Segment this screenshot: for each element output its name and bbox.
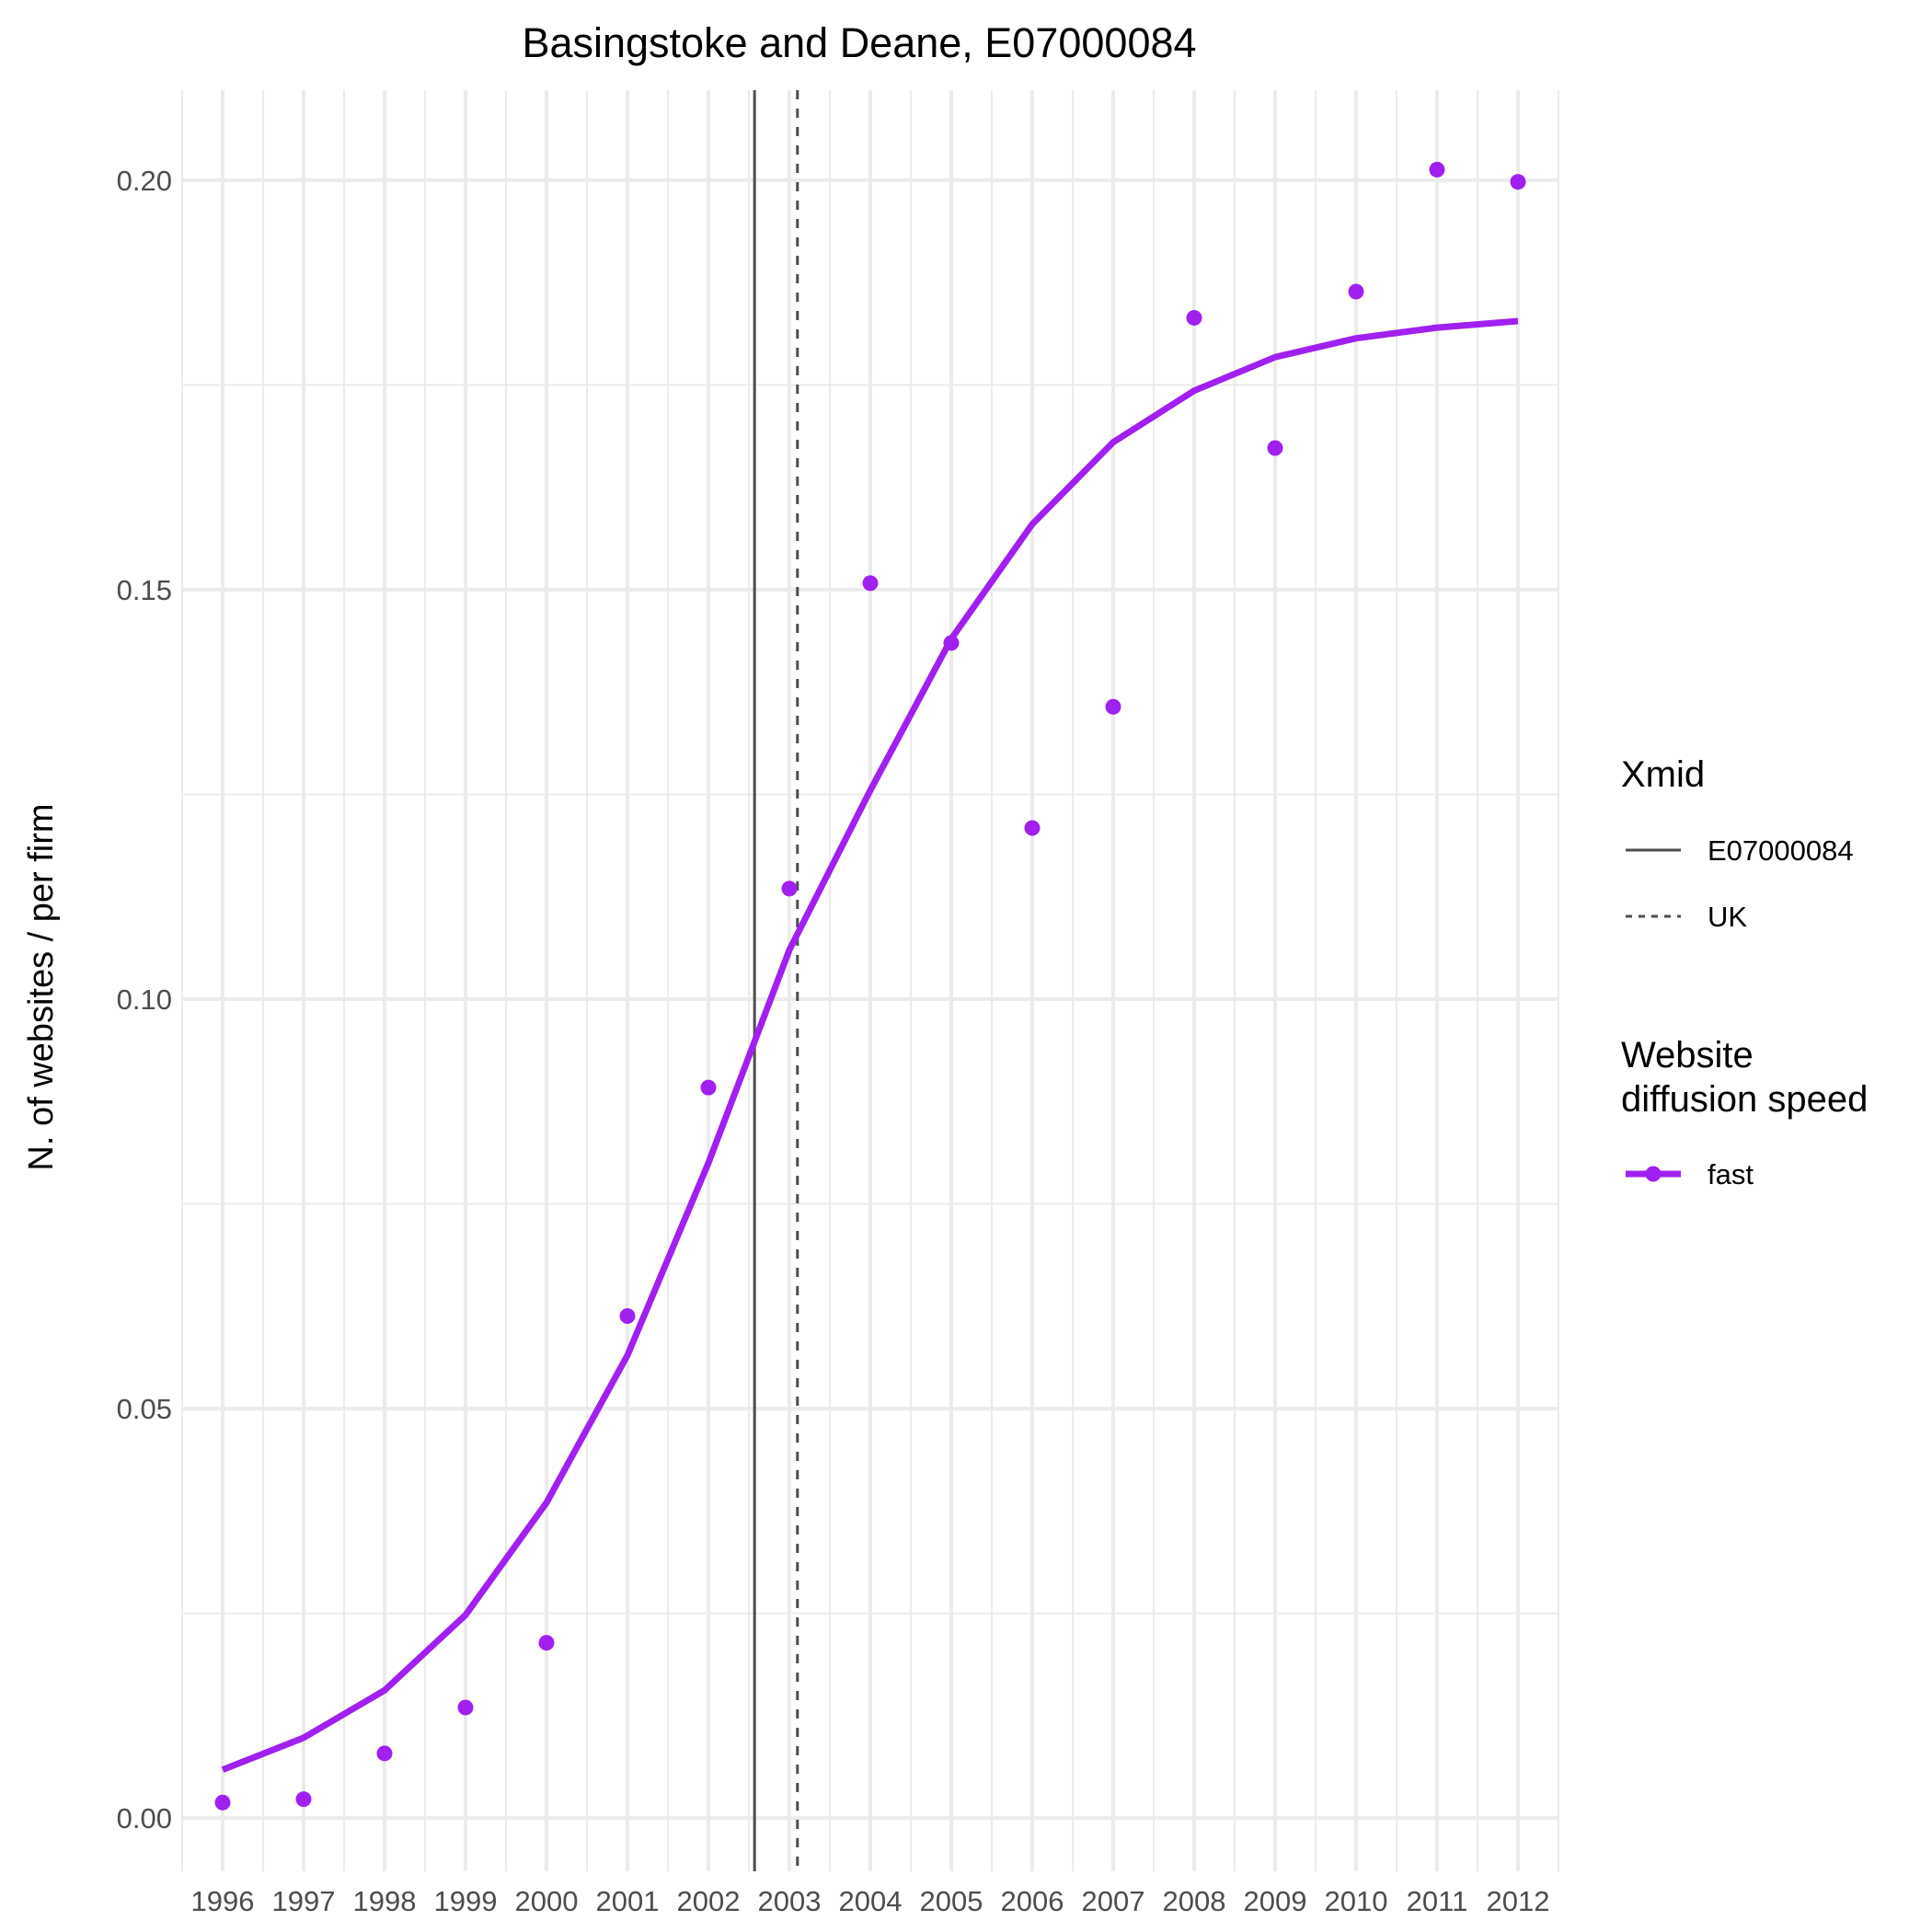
x-tick-label: 2001 bbox=[596, 1885, 660, 1917]
reference-lines bbox=[753, 90, 799, 1871]
y-axis-title: N. of websites / per firm bbox=[22, 803, 61, 1170]
data-point bbox=[1024, 820, 1041, 836]
y-tick-labels: 0.00 0.05 0.10 0.15 0.20 bbox=[117, 165, 172, 1834]
x-tick-label: 1996 bbox=[191, 1885, 255, 1917]
x-tick-label: 1997 bbox=[272, 1885, 336, 1917]
legend-title-line: Website bbox=[1621, 1035, 1754, 1075]
data-point bbox=[700, 1079, 717, 1096]
legend-key-point-fast bbox=[1645, 1166, 1662, 1182]
data-point bbox=[538, 1635, 555, 1651]
chart-title: Basingstoke and Deane, E07000084 bbox=[522, 19, 1196, 66]
series-layer bbox=[214, 161, 1526, 1811]
legend: Xmid E07000084 UK Website diffusion speed fas… bbox=[1621, 754, 1868, 1190]
data-point bbox=[376, 1745, 393, 1762]
data-point bbox=[1267, 440, 1283, 456]
data-point bbox=[619, 1308, 636, 1325]
x-tick-label: 1999 bbox=[434, 1885, 498, 1917]
data-point bbox=[943, 635, 960, 651]
y-tick-label: 0.05 bbox=[117, 1393, 172, 1425]
grid-major bbox=[182, 90, 1558, 1871]
y-tick-label: 0.00 bbox=[117, 1802, 172, 1834]
x-tick-label: 2012 bbox=[1487, 1885, 1550, 1917]
x-tick-label: 2011 bbox=[1407, 1885, 1468, 1917]
legend-label-fast: fast bbox=[1708, 1158, 1754, 1190]
data-point bbox=[295, 1791, 312, 1808]
y-tick-label: 0.10 bbox=[117, 983, 172, 1016]
x-tick-labels: 1996 1997 1998 1999 2000 2001 2002 2003 2004 2005… bbox=[191, 1885, 1550, 1917]
legend-label-e07000084: E07000084 bbox=[1708, 834, 1854, 867]
x-tick-label: 2007 bbox=[1082, 1885, 1145, 1917]
legend-title-line: diffusion speed bbox=[1621, 1079, 1868, 1120]
y-tick-label: 0.20 bbox=[117, 165, 172, 197]
legend-label-uk: UK bbox=[1708, 901, 1747, 933]
x-tick-label: 2005 bbox=[920, 1885, 983, 1917]
x-tick-label: 2004 bbox=[839, 1885, 903, 1917]
data-point bbox=[781, 880, 798, 897]
x-tick-label: 2003 bbox=[758, 1885, 822, 1917]
x-tick-label: 1998 bbox=[353, 1885, 417, 1917]
data-point bbox=[457, 1699, 474, 1716]
legend-title-xmid: Xmid bbox=[1621, 754, 1705, 795]
data-point bbox=[862, 575, 879, 592]
x-tick-label: 2002 bbox=[677, 1885, 741, 1917]
x-tick-label: 2008 bbox=[1163, 1885, 1226, 1917]
data-point bbox=[1186, 309, 1202, 326]
data-point bbox=[1348, 283, 1364, 300]
fitted-line-fast bbox=[221, 317, 1519, 1773]
x-tick-label: 2006 bbox=[1001, 1885, 1064, 1917]
data-point bbox=[1105, 698, 1121, 715]
x-tick-label: 2009 bbox=[1244, 1885, 1307, 1917]
x-tick-label: 2010 bbox=[1325, 1885, 1388, 1917]
data-point bbox=[214, 1794, 231, 1811]
x-tick-label: 2000 bbox=[515, 1885, 579, 1917]
data-point bbox=[1510, 174, 1526, 190]
grid-minor bbox=[181, 90, 1559, 1871]
data-point bbox=[1429, 161, 1445, 178]
y-tick-label: 0.15 bbox=[117, 574, 172, 606]
legend-title-speed: Website diffusion speed bbox=[1621, 1035, 1868, 1120]
